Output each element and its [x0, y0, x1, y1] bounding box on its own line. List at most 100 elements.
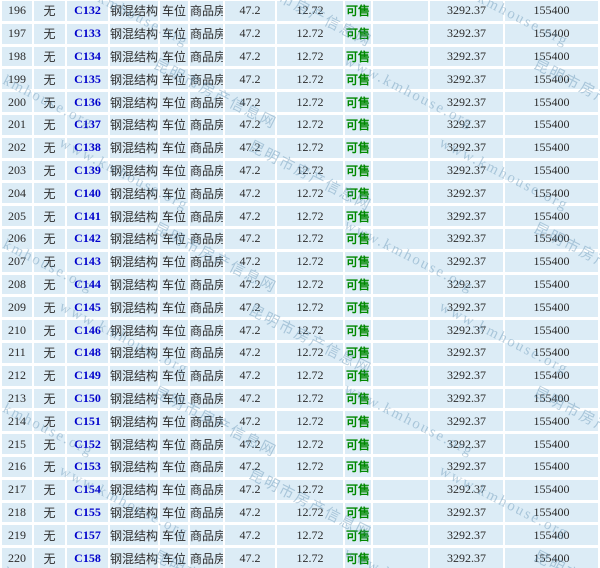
unit-code-link[interactable]: C154	[67, 479, 108, 500]
cell-usage: 车位	[160, 183, 188, 204]
cell-usage: 车位	[160, 46, 188, 67]
table-row: 211 无 C148 钢混结构 车位 商品房 47.2 12.72 可售 329…	[2, 342, 598, 363]
cell-sale-status: 可售	[345, 456, 371, 477]
cell-sale-type: 商品房	[190, 92, 223, 112]
unit-code-link[interactable]: C148	[67, 342, 108, 363]
cell-row-number: 207	[2, 251, 32, 272]
cell-usage: 车位	[160, 479, 188, 500]
cell-sale-status: 可售	[345, 1, 371, 21]
unit-code-link[interactable]: C138	[67, 137, 108, 158]
unit-code-link[interactable]: C140	[67, 183, 108, 204]
cell-remark	[373, 479, 428, 500]
cell-remark	[373, 365, 428, 386]
unit-code-link[interactable]: C157	[67, 525, 108, 546]
cell-mortgage-status: 无	[34, 23, 65, 44]
cell-mortgage-status: 无	[34, 92, 65, 112]
unit-code-link[interactable]: C137	[67, 114, 108, 135]
cell-sale-status: 可售	[345, 160, 371, 181]
unit-code-link[interactable]: C132	[67, 1, 108, 21]
cell-unit-price: 3292.37	[430, 23, 503, 44]
cell-total-price: 155400	[505, 434, 598, 454]
table-row: 212 无 C149 钢混结构 车位 商品房 47.2 12.72 可售 329…	[2, 365, 598, 386]
table-row: 208 无 C144 钢混结构 车位 商品房 47.2 12.72 可售 329…	[2, 274, 598, 295]
cell-sale-type: 商品房	[190, 114, 223, 135]
unit-code-link[interactable]: C153	[67, 456, 108, 477]
cell-usage: 车位	[160, 297, 188, 318]
unit-code-link[interactable]: C155	[67, 502, 108, 523]
cell-area: 47.2	[225, 46, 275, 67]
cell-usage: 车位	[160, 23, 188, 44]
cell-sale-type: 商品房	[190, 137, 223, 158]
cell-total-price: 155400	[505, 320, 598, 340]
cell-mortgage-status: 无	[34, 388, 65, 409]
unit-code-link[interactable]: C134	[67, 46, 108, 67]
unit-code-link[interactable]: C152	[67, 434, 108, 454]
cell-structure: 钢混结构	[110, 160, 158, 181]
cell-total-price: 155400	[505, 228, 598, 249]
cell-remark	[373, 114, 428, 135]
unit-code-link[interactable]: C145	[67, 297, 108, 318]
cell-sale-type: 商品房	[190, 502, 223, 523]
unit-code-link[interactable]: C133	[67, 23, 108, 44]
unit-code-link[interactable]: C151	[67, 411, 108, 432]
unit-code-link[interactable]: C150	[67, 388, 108, 409]
cell-row-number: 201	[2, 114, 32, 135]
cell-structure: 钢混结构	[110, 525, 158, 546]
cell-structure: 钢混结构	[110, 502, 158, 523]
unit-code-link[interactable]: C142	[67, 228, 108, 249]
cell-structure: 钢混结构	[110, 479, 158, 500]
cell-structure: 钢混结构	[110, 46, 158, 67]
cell-inner-area: 12.72	[277, 525, 343, 546]
cell-row-number: 216	[2, 456, 32, 477]
cell-sale-type: 商品房	[190, 297, 223, 318]
cell-structure: 钢混结构	[110, 206, 158, 226]
unit-code-link[interactable]: C141	[67, 206, 108, 226]
cell-area: 47.2	[225, 23, 275, 44]
cell-sale-type: 商品房	[190, 548, 223, 568]
unit-code-link[interactable]: C143	[67, 251, 108, 272]
cell-unit-price: 3292.37	[430, 411, 503, 432]
cell-row-number: 212	[2, 365, 32, 386]
cell-usage: 车位	[160, 502, 188, 523]
cell-area: 47.2	[225, 502, 275, 523]
unit-code-link[interactable]: C144	[67, 274, 108, 295]
cell-remark	[373, 23, 428, 44]
table-row: 207 无 C143 钢混结构 车位 商品房 47.2 12.72 可售 329…	[2, 251, 598, 272]
cell-mortgage-status: 无	[34, 502, 65, 523]
cell-total-price: 155400	[505, 183, 598, 204]
cell-mortgage-status: 无	[34, 183, 65, 204]
cell-row-number: 213	[2, 388, 32, 409]
cell-total-price: 155400	[505, 365, 598, 386]
cell-mortgage-status: 无	[34, 297, 65, 318]
cell-sale-status: 可售	[345, 434, 371, 454]
cell-total-price: 155400	[505, 274, 598, 295]
unit-code-link[interactable]: C135	[67, 69, 108, 90]
cell-row-number: 219	[2, 525, 32, 546]
cell-unit-price: 3292.37	[430, 183, 503, 204]
cell-remark	[373, 342, 428, 363]
cell-structure: 钢混结构	[110, 434, 158, 454]
cell-inner-area: 12.72	[277, 69, 343, 90]
cell-mortgage-status: 无	[34, 320, 65, 340]
cell-remark	[373, 206, 428, 226]
cell-remark	[373, 46, 428, 67]
cell-unit-price: 3292.37	[430, 525, 503, 546]
unit-code-link[interactable]: C158	[67, 548, 108, 568]
cell-sale-type: 商品房	[190, 274, 223, 295]
unit-code-link[interactable]: C149	[67, 365, 108, 386]
cell-remark	[373, 525, 428, 546]
cell-total-price: 155400	[505, 1, 598, 21]
cell-remark	[373, 320, 428, 340]
unit-code-link[interactable]: C136	[67, 92, 108, 112]
table-row: 220 无 C158 钢混结构 车位 商品房 47.2 12.72 可售 329…	[2, 548, 598, 568]
cell-structure: 钢混结构	[110, 69, 158, 90]
cell-row-number: 211	[2, 342, 32, 363]
cell-mortgage-status: 无	[34, 251, 65, 272]
cell-sale-status: 可售	[345, 69, 371, 90]
unit-code-link[interactable]: C139	[67, 160, 108, 181]
cell-sale-status: 可售	[345, 411, 371, 432]
cell-inner-area: 12.72	[277, 206, 343, 226]
unit-code-link[interactable]: C146	[67, 320, 108, 340]
cell-unit-price: 3292.37	[430, 274, 503, 295]
